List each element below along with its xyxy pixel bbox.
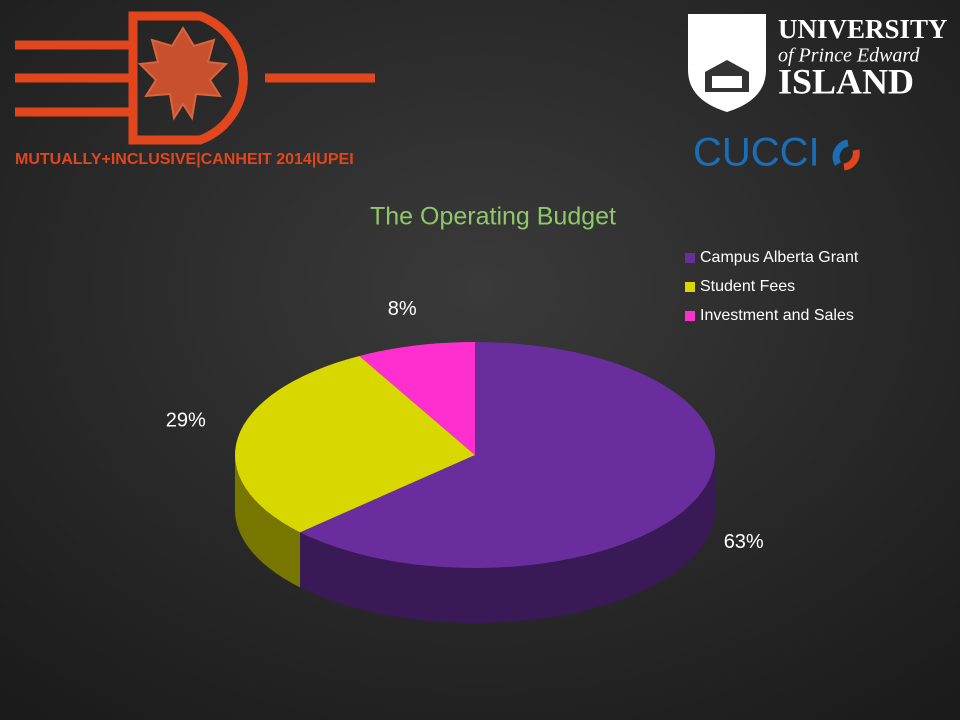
- data-label: 8%: [388, 298, 417, 320]
- data-label: 63%: [724, 531, 764, 553]
- legend-label: Campus Alberta Grant: [700, 249, 859, 266]
- university-line3: ISLAND: [778, 61, 914, 101]
- chart-title: The Operating Budget: [370, 203, 616, 231]
- legend-swatch: [685, 282, 695, 292]
- conference-logo: [15, 11, 375, 145]
- legend-label: Investment and Sales: [700, 307, 854, 324]
- legend-label: Student Fees: [700, 278, 795, 295]
- upei-logo: UNIVERSITY of Prince Edward ISLAND: [688, 14, 948, 112]
- pie-slice: [235, 355, 475, 533]
- partner-icon: [832, 139, 860, 171]
- conference-name: MUTUALLY+INCLUSIVE|CANHEIT 2014|UPEI: [15, 151, 354, 168]
- partner-logo: CUCCI: [693, 131, 820, 175]
- pie-slice: [359, 342, 475, 455]
- data-label: 29%: [166, 410, 206, 432]
- pie-slice-side: [235, 455, 301, 588]
- pie-slice-side: [300, 455, 715, 623]
- legend-swatch: [685, 253, 695, 263]
- pie-slice: [300, 342, 715, 568]
- university-line2: of Prince Edward: [778, 45, 920, 67]
- university-line1: UNIVERSITY: [778, 14, 948, 44]
- legend-swatch: [685, 311, 695, 321]
